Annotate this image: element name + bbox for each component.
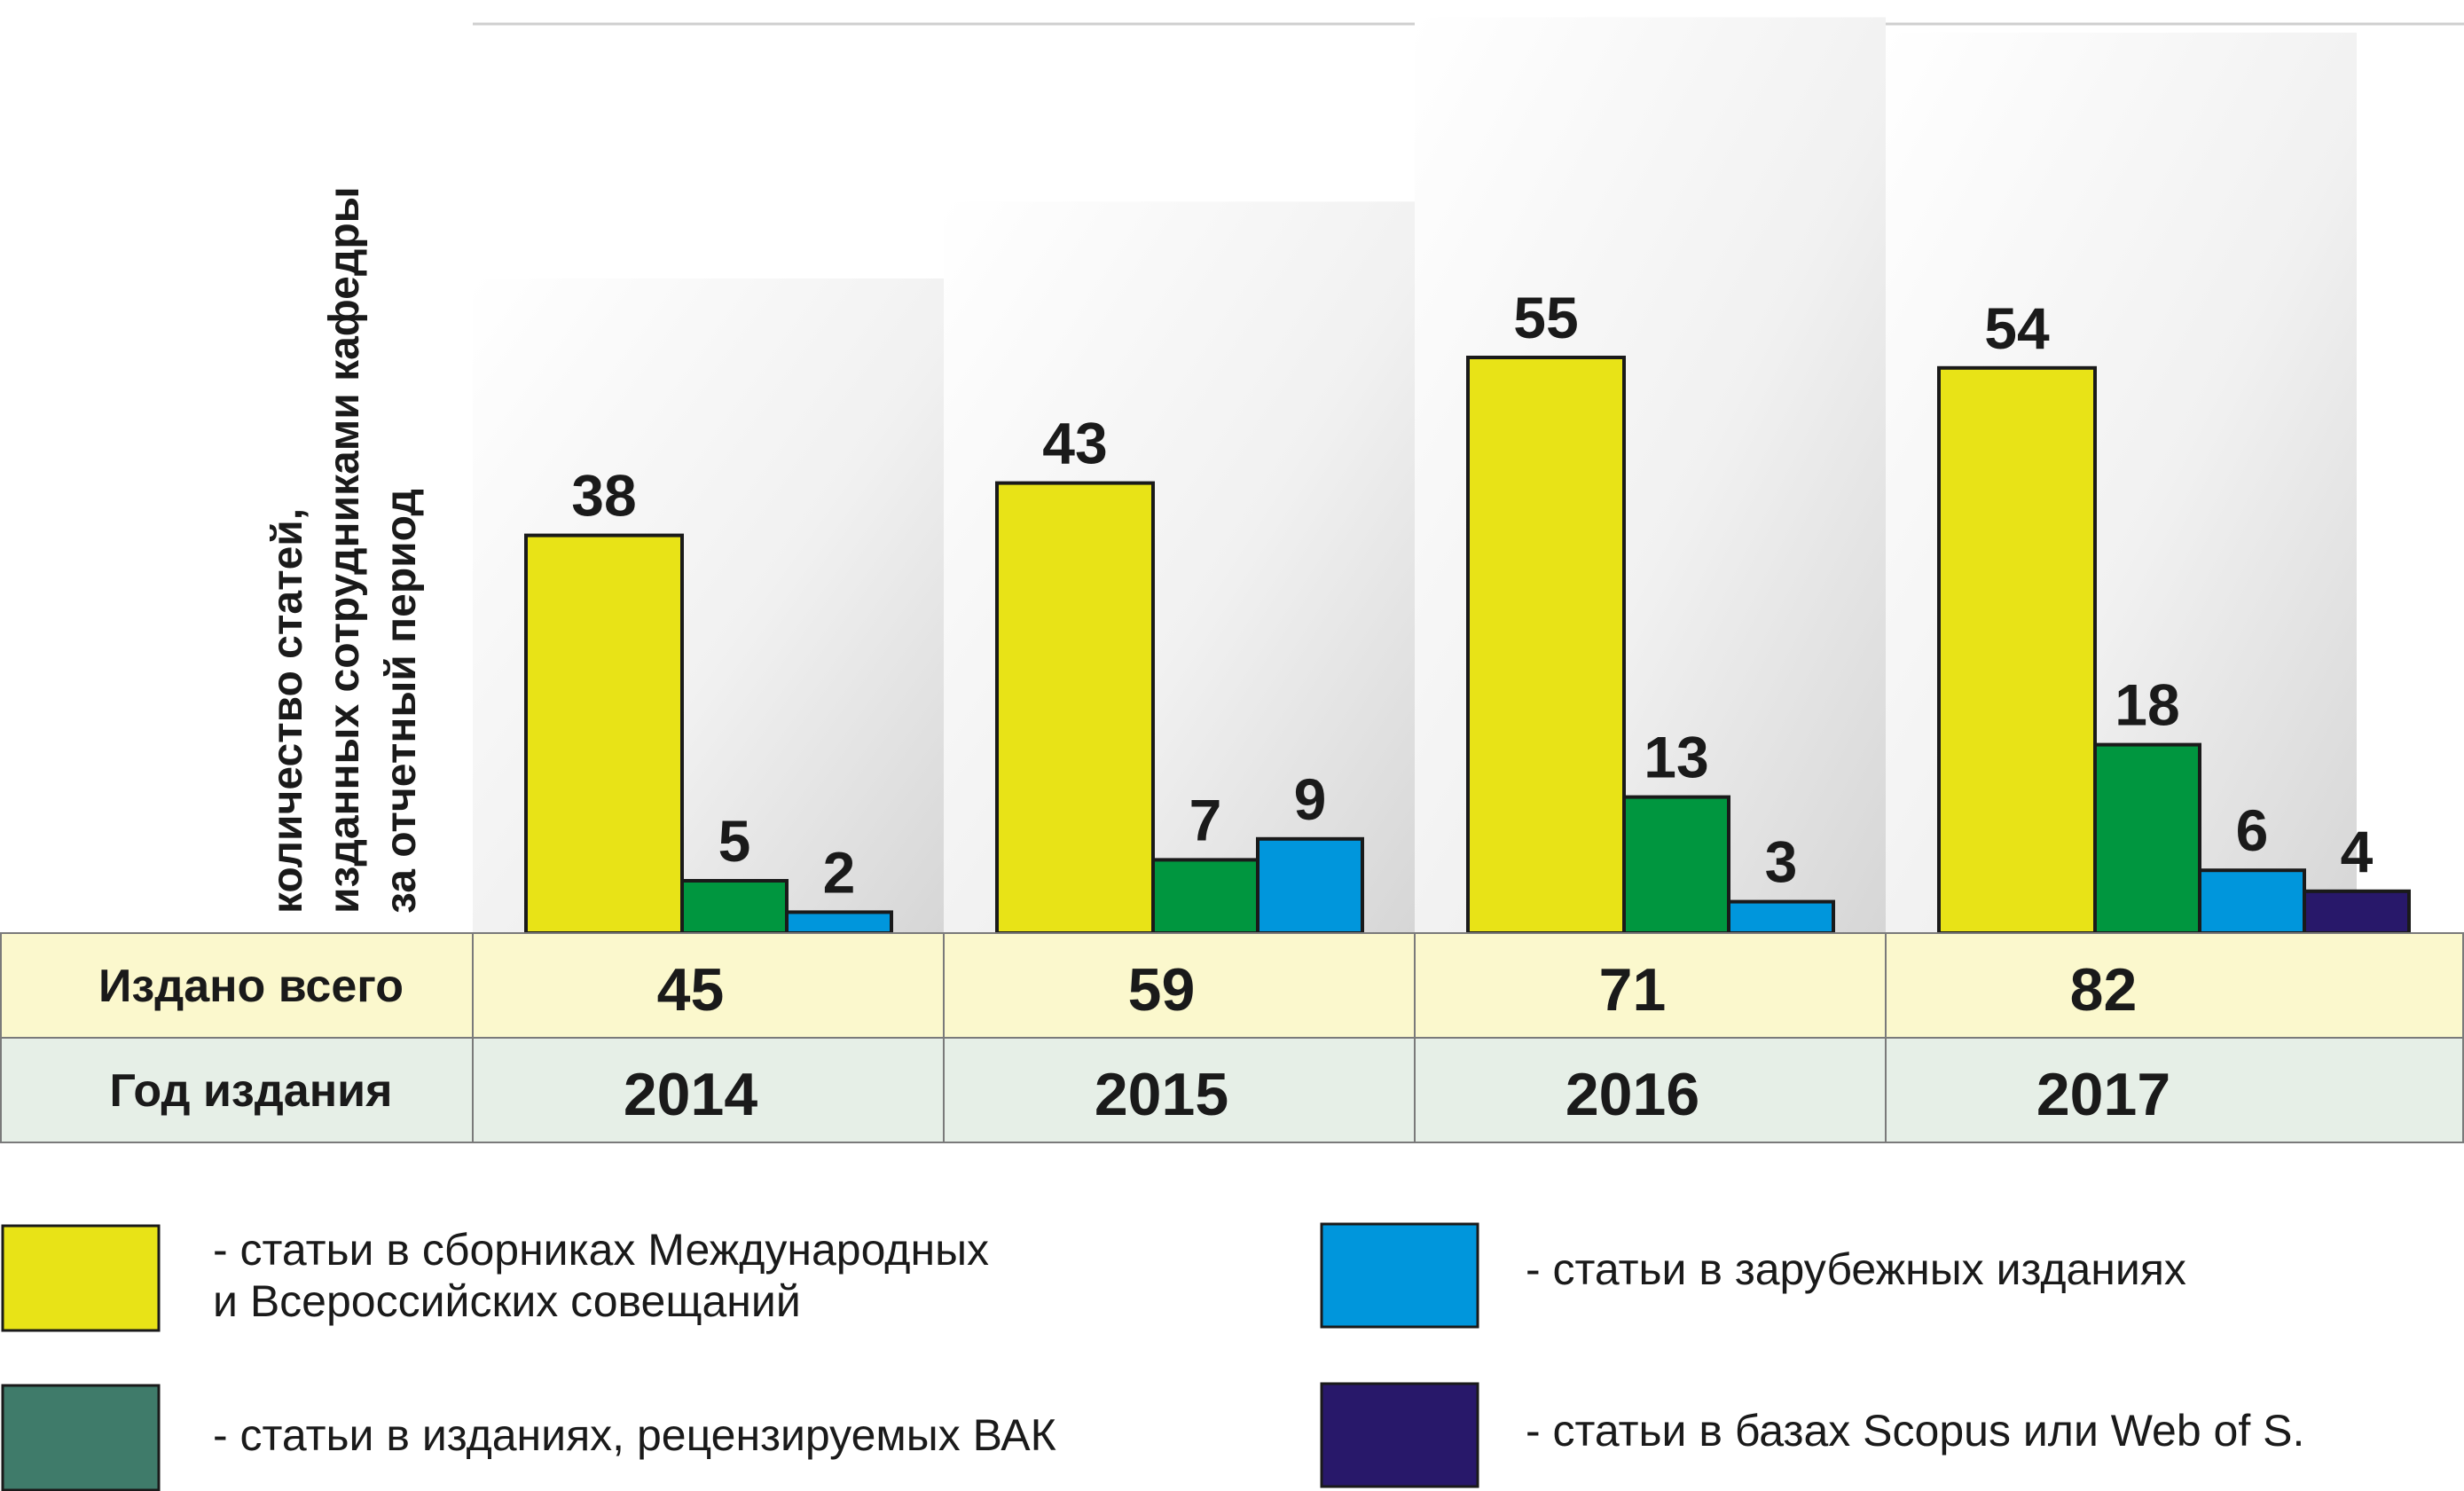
table-cell: 59 (1128, 956, 1196, 1024)
bar-intl (1937, 365, 2097, 935)
legend: - статьи в сборниках Международных и Все… (1, 1222, 2304, 1491)
table-cell: 2015 (1095, 1061, 1228, 1128)
bar-value-label: 4 (2341, 819, 2374, 884)
y-axis-label-line: изданных сотрудниками кафедры (321, 186, 368, 914)
legend-label: и Всероссийских совещаний (213, 1276, 801, 1326)
table-row-label: Год издания (110, 1065, 393, 1117)
y-axis-label-line: количество статей, (264, 508, 311, 914)
legend-swatch (1, 1384, 161, 1491)
bar-value-label: 9 (1294, 766, 1327, 832)
bar-value-label: 38 (571, 463, 636, 529)
table-cell: 2017 (2036, 1061, 2170, 1128)
table-row-bg (0, 1037, 2464, 1143)
table-cell: 82 (2070, 956, 2138, 1024)
bar-foreign (1256, 836, 1364, 935)
legend-label: - статьи в изданиях, рецензируемых ВАК (213, 1410, 1056, 1460)
bar-vak (680, 879, 789, 935)
bar-intl (1466, 356, 1626, 935)
legend-label: - статьи в сборниках Международных (213, 1225, 989, 1275)
bar-value-label: 6 (2236, 797, 2269, 863)
bar-vak (2093, 742, 2201, 935)
legend-label: - статьи в базах Scopus или Web of S. (1526, 1406, 2304, 1456)
legend-label: - статьи в зарубежных изданиях (1526, 1244, 2186, 1294)
legend-swatch (1, 1224, 161, 1332)
table-cell: 45 (657, 956, 725, 1024)
data-table: Издано всего 45 59 71 82 Год издания 2014 2015 2… (0, 932, 2464, 1143)
bar-foreign (2198, 868, 2306, 936)
bar-value-label: 3 (1765, 829, 1798, 895)
y-axis-label-line: за отчетный период (378, 489, 425, 914)
bar-value-label: 5 (718, 808, 751, 874)
bar-value-label: 7 (1189, 787, 1222, 852)
table-cell: 71 (1599, 956, 1667, 1024)
bar-value-label: 43 (1042, 411, 1107, 476)
bar-value-label: 54 (1984, 295, 2050, 361)
legend-swatch (1320, 1222, 1479, 1329)
bar-vak (1622, 795, 1730, 935)
bars: 38 5 2 43 7 9 55 13 3 54 18 6 4 (524, 285, 2411, 936)
table-cell: 2014 (624, 1061, 757, 1128)
legend-swatch (1320, 1382, 1479, 1488)
table-row-label: Издано всего (98, 961, 404, 1012)
bar-foreign (785, 910, 893, 936)
bar-value-label: 2 (823, 839, 856, 905)
bar-value-label: 18 (2115, 672, 2179, 738)
bar-value-label: 13 (1644, 725, 1708, 790)
table-row-bg (0, 932, 2464, 1039)
bar-scopus (2303, 889, 2411, 935)
bar-intl (995, 481, 1155, 935)
bar-vak (1151, 858, 1259, 936)
bar-foreign (1727, 899, 1835, 935)
bar-value-label: 55 (1513, 285, 1578, 350)
table-cell: 2016 (1566, 1061, 1699, 1128)
y-axis-label: количество статей, изданных сотрудниками … (264, 186, 425, 914)
bar-intl (524, 533, 684, 935)
